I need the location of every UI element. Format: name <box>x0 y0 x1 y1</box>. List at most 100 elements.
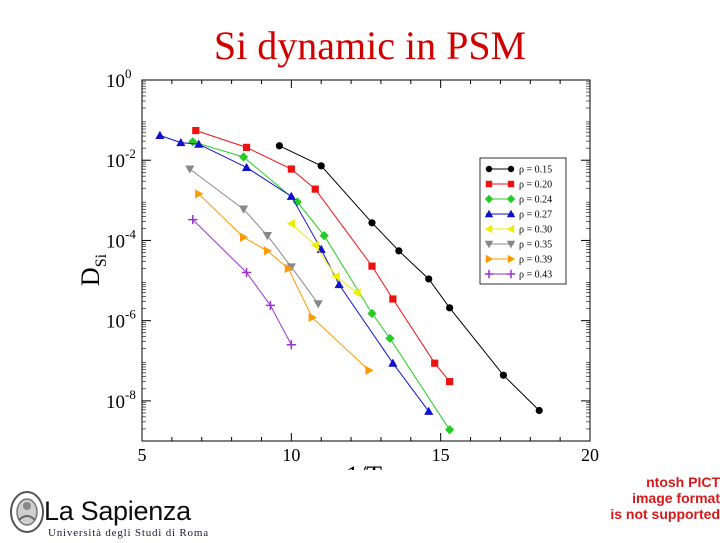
data-point <box>195 189 204 199</box>
data-point <box>176 137 186 147</box>
data-point <box>535 406 543 415</box>
data-point <box>499 371 507 379</box>
y-axis-label: DSi <box>76 253 110 286</box>
x-tick-label: 20 <box>581 445 599 465</box>
legend-label: ρ = 0.24 <box>519 195 552 206</box>
series-5 <box>185 165 323 309</box>
slide-title: Si dynamic in PSM <box>213 23 527 68</box>
data-point <box>265 300 276 311</box>
university-logo <box>8 488 46 543</box>
legend-marker <box>506 269 516 279</box>
data-point <box>313 300 323 309</box>
data-point <box>286 191 296 200</box>
legend-marker <box>485 254 494 264</box>
legend-label: ρ = 0.35 <box>519 240 552 251</box>
legend-marker <box>506 224 515 234</box>
y-minor-ticks <box>142 81 590 430</box>
y-tick-label: 10-6 <box>106 307 136 333</box>
legend-marker <box>484 224 493 234</box>
x-axis: 5 10 15 20 <box>138 80 599 465</box>
pict-notice-line: is not supported <box>610 506 720 522</box>
y-axis-label-main: D <box>76 267 105 286</box>
data-point <box>194 139 204 148</box>
x-tick-label: 5 <box>138 445 147 465</box>
data-point <box>241 267 252 278</box>
sapienza-seal-icon <box>10 491 44 533</box>
data-point <box>185 165 195 174</box>
data-point <box>188 214 198 225</box>
x-tick-label: 10 <box>282 445 300 465</box>
y-tick-label: 10-4 <box>106 226 136 252</box>
data-point <box>308 312 317 323</box>
data-point <box>446 378 454 386</box>
series-line <box>290 223 358 293</box>
data-point <box>242 143 251 151</box>
series-1 <box>192 126 454 386</box>
series-6 <box>195 189 374 376</box>
legend-label: ρ = 0.39 <box>519 255 552 266</box>
data-point <box>368 262 376 270</box>
series-line <box>192 219 292 345</box>
data-point <box>446 304 454 312</box>
y-tick-label: 100 <box>106 66 132 92</box>
data-point <box>319 231 329 241</box>
legend-box <box>479 157 567 285</box>
legend: ρ = 0.15 ρ = 0.20 ρ = 0.24 ρ = 0.27 ρ = 0.30… <box>479 157 567 285</box>
legend-marker <box>484 269 494 279</box>
series-line <box>195 130 450 382</box>
legend-marker <box>484 240 494 249</box>
data-point <box>425 275 433 283</box>
data-point <box>365 365 374 376</box>
logo-name: La Sapienza <box>44 496 191 526</box>
data-point <box>368 219 376 227</box>
y-tick-label: 10-2 <box>106 146 136 172</box>
data-point <box>286 263 296 272</box>
data-point <box>262 232 273 241</box>
series-line <box>198 193 370 371</box>
legend-marker <box>506 240 516 249</box>
legend-label: ρ = 0.27 <box>519 210 552 221</box>
legend-marker <box>485 180 493 188</box>
pict-notice-line: image format <box>632 490 720 506</box>
legend-label: ρ = 0.15 <box>519 165 552 176</box>
pict-unsupported-notice: ntosh PICT image format is not supported <box>545 474 720 522</box>
data-point <box>317 162 325 170</box>
data-point <box>431 359 439 367</box>
legend-label: ρ = 0.43 <box>519 270 552 281</box>
series-4 <box>286 218 361 298</box>
data-point <box>310 240 319 250</box>
legend-marker <box>507 254 516 264</box>
data-point <box>389 295 397 303</box>
data-point <box>239 232 249 242</box>
series-2 <box>188 137 455 435</box>
data-point <box>275 142 283 150</box>
data-point <box>445 425 455 435</box>
logo-subtitle: Università degli Studi di Roma <box>48 527 209 539</box>
pict-notice-line: ntosh PICT <box>646 474 720 490</box>
data-point <box>395 247 403 255</box>
data-point <box>287 165 295 173</box>
data-point <box>286 218 295 229</box>
data-point <box>241 162 252 172</box>
data-point <box>238 205 249 214</box>
legend-marker <box>506 194 516 204</box>
data-point <box>311 185 319 193</box>
series-7 <box>188 214 296 350</box>
legend-marker <box>484 209 494 218</box>
y-axis-label-sub: Si <box>93 253 110 267</box>
data-point <box>286 340 296 350</box>
data-point <box>352 287 361 298</box>
series-0 <box>275 142 543 415</box>
legend-marker <box>485 165 493 173</box>
data-point <box>192 126 200 135</box>
series-layer <box>155 126 543 435</box>
y-tick-label: 10-8 <box>106 387 136 413</box>
data-point <box>385 333 395 343</box>
series-3 <box>155 130 434 415</box>
legend-marker <box>507 180 515 188</box>
data-point <box>284 263 293 274</box>
legend-marker <box>507 165 515 173</box>
legend-label: ρ = 0.30 <box>519 225 552 236</box>
x-axis-label: 1/T <box>346 461 382 470</box>
